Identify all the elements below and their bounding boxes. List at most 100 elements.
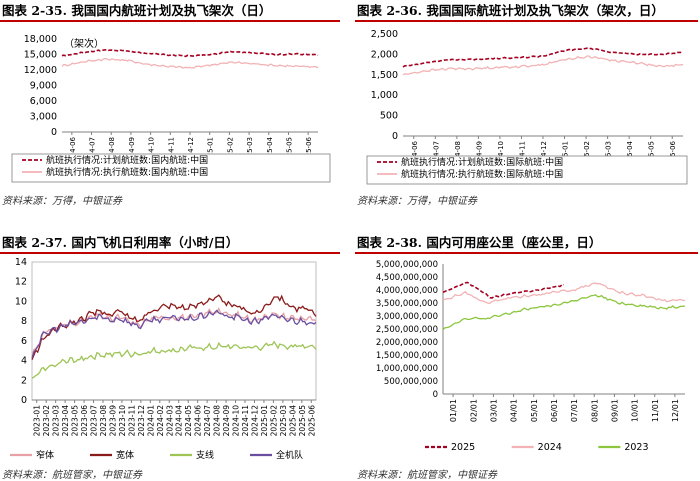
y-tick-label: 14 xyxy=(15,257,27,268)
series-line-2 xyxy=(31,340,317,379)
title-rule xyxy=(355,252,698,254)
x-tick-label: 2023-03 xyxy=(52,405,61,437)
x-tick-label: 08/01 xyxy=(590,399,599,422)
x-tick-label: 2025-04 xyxy=(266,136,274,166)
series-line-3 xyxy=(31,309,317,359)
y-tick-label: 6,000 xyxy=(30,96,57,107)
x-tick-label: 01/01 xyxy=(449,399,458,422)
chart-panel-ask: 图表 2-38. 国内可用座公里（座公里，日） 0 500,000,000 1,00… xyxy=(355,232,700,481)
y-tick-label: 1,500 xyxy=(371,70,398,81)
x-tick-label: 2024-06 xyxy=(194,405,203,437)
y-tick-label: 2 xyxy=(21,375,27,386)
y-tick-label: 12 xyxy=(15,277,27,288)
title-rule xyxy=(355,20,698,22)
legend-box xyxy=(366,155,688,185)
x-tick-label: 12/01 xyxy=(671,399,680,422)
chart-panel-aircraft-utilization: 图表 2-37. 国内飞机日利用率（小时/日） 0 2 4 6 8 10 12 14 2023-… xyxy=(0,232,340,481)
chart-title: 图表 2-36. 我国国际航班计划及执飞架次（架次，日） xyxy=(357,3,664,18)
series-line-1 xyxy=(31,294,317,360)
x-tick-label: 2023-02 xyxy=(42,405,51,437)
x-tick-label: 2023-01 xyxy=(33,405,42,437)
y-tick-label: 4,000,000,000 xyxy=(376,286,438,296)
x-tick-label: 2025-03 xyxy=(246,137,254,166)
legend-label: 航班执行情况:执行航班数:国际航班:中国 xyxy=(401,168,563,180)
x-tick-label: 2023-06 xyxy=(80,405,89,437)
x-tick-label: 2024-05 xyxy=(184,405,193,437)
y-tick-label: 500 xyxy=(380,111,398,122)
x-tick-label: 2025-02 xyxy=(269,405,278,437)
title-rule xyxy=(0,252,340,254)
y-tick-label: 500,000,000 xyxy=(384,377,438,387)
chart-panel-international-flights: 图表 2-36. 我国国际航班计划及执飞架次（架次，日） 0 500 1,000 1,… xyxy=(355,0,700,210)
series-line-1 xyxy=(61,57,319,69)
x-tick-label: 10/01 xyxy=(631,399,640,422)
x-tick-label: 05/01 xyxy=(530,399,539,422)
y-tick-label: 6 xyxy=(21,336,27,347)
y-tick-label: 0 xyxy=(51,127,57,138)
y-tick-label: 1,500,000,000 xyxy=(376,351,438,361)
chart-domestic-flights: 0 3,000 6,000 9,000 12,000 15,000 18,000 2024-0… xyxy=(11,34,331,183)
x-tick-label: 03/01 xyxy=(489,399,498,422)
x-tick-label: 11/01 xyxy=(651,399,660,422)
x-tick-label: 2024-08 xyxy=(213,405,222,437)
x-tick-label: 2023-10 xyxy=(118,405,127,437)
y-tick-label: 2,000,000,000 xyxy=(376,338,438,348)
y-tick-label: 2,500 xyxy=(371,29,398,40)
legend-label: 航班执行情况:执行航班数:国内航班:中国 xyxy=(46,166,208,178)
x-tick-label: 2024-07 xyxy=(203,405,212,437)
legend-label: 航班执行情况:计划航班数:国内航班:中国 xyxy=(46,154,208,166)
x-tick-label: 2024-10 xyxy=(232,405,241,437)
x-tick-label: 2024-03 xyxy=(165,405,174,437)
x-tick-label: 2025-05 xyxy=(285,137,293,166)
x-tick-label: 2024-06 xyxy=(411,140,419,170)
y-tick-label: 3,500,000,000 xyxy=(376,299,438,309)
x-tick-label: 2023-09 xyxy=(108,405,117,437)
x-tick-label: 2024-08 xyxy=(108,137,116,166)
x-tick-label: 2025-05 xyxy=(298,405,307,437)
legend-label: 2025 xyxy=(451,442,475,453)
x-tick-label: 2024-02 xyxy=(156,405,165,437)
y-tick-label: 15,000 xyxy=(24,50,57,61)
x-tick-label: 2024-12 xyxy=(187,137,195,166)
series-line-2 xyxy=(442,294,686,331)
y-tick-label: 10 xyxy=(15,296,27,307)
y-tick-label: 8 xyxy=(21,316,27,327)
x-tick-label: 2024-10 xyxy=(148,137,156,166)
y-tick-label: 18,000 xyxy=(24,34,57,45)
x-tick-label: 2023-04 xyxy=(61,405,70,437)
y-tick-label: 4 xyxy=(21,356,27,367)
series-line-0 xyxy=(61,48,319,58)
chart-panel-domestic-flights: 图表 2-35. 我国国内航班计划及执飞架次（日） 0 3,000 6,000 9,0… xyxy=(0,0,340,210)
legend-label: 宽体 xyxy=(116,449,134,461)
series-line-0 xyxy=(442,281,565,299)
y-tick-label: 1,000 xyxy=(371,90,398,101)
x-tick-label: 2023-05 xyxy=(71,405,80,437)
x-tick-label: 2023-11 xyxy=(127,405,136,437)
x-tick-label: 2025-02 xyxy=(226,137,234,166)
source-note: 资料来源：万得，中银证券 xyxy=(2,196,122,207)
series-line-1 xyxy=(402,55,684,76)
title-rule xyxy=(0,20,340,22)
y-tick-label: 4,500,000,000 xyxy=(376,273,438,283)
x-tick-label: 2024-01 xyxy=(146,405,155,437)
legend-label: 支线 xyxy=(196,449,214,461)
x-tick-label: 02/01 xyxy=(469,399,478,422)
source-note: 资料来源：航班管家，中银证券 xyxy=(2,470,142,481)
x-tick-label: 07/01 xyxy=(570,399,579,422)
x-tick-label: 2024-06 xyxy=(69,136,77,166)
legend-label: 全机队 xyxy=(276,449,303,461)
y-tick-label: 3,000,000,000 xyxy=(376,312,438,322)
y-tick-label: 0 xyxy=(21,395,27,406)
chart-international-flights: 05001,0001,5002,0002,5002024-062024-0720… xyxy=(366,29,688,185)
unit-label: （架次） xyxy=(64,37,104,50)
series-line-1 xyxy=(442,282,685,304)
chart-title: 图表 2-35. 我国国内航班计划及执飞架次（日） xyxy=(2,3,272,18)
chart-title: 图表 2-37. 国内飞机日利用率（小时/日） xyxy=(2,235,239,250)
x-tick-label: 2024-09 xyxy=(128,137,136,166)
chart-ask: 0 500,000,000 1,000,000,000 1,500,000,000 2,… xyxy=(376,260,686,453)
x-tick-label: 2025-04 xyxy=(626,140,634,170)
legend-label: 窄体 xyxy=(36,449,54,461)
legend-box xyxy=(11,153,331,183)
x-tick-label: 2025-01 xyxy=(260,405,269,437)
